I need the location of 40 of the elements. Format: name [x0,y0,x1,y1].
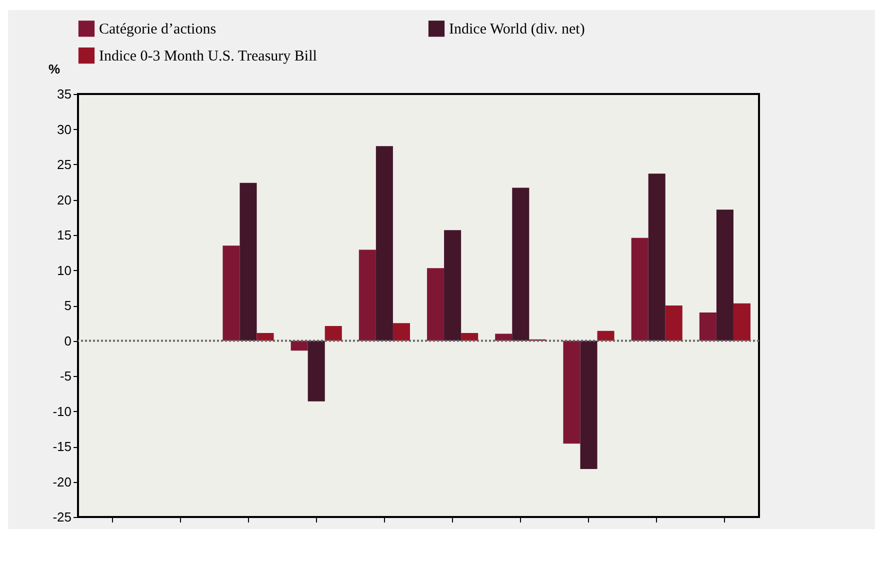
y-tick-label: 15 [57,228,72,242]
y-tick-label: -10 [52,404,72,419]
bar [392,323,410,341]
y-tick-label: 0 [64,333,72,348]
bar [222,246,240,341]
legend-label: Indice World (div. net) [449,22,585,38]
bar [290,340,308,351]
bar [631,238,648,341]
bar [512,188,530,341]
y-tick-label: 20 [57,192,72,208]
bar [648,174,666,341]
bar [580,340,598,470]
legend-label: Indice 0-3 Month U.S. Treasury Bill [99,48,317,64]
bar [308,340,325,402]
y-axis-title: % [48,62,60,76]
bar [444,230,462,341]
legend-label: Catégorie d’actions [99,22,216,38]
bar [733,303,750,341]
bar [699,312,716,341]
bar [324,326,342,341]
y-tick-label: 25 [57,157,72,172]
bar [358,250,376,341]
bar [495,334,512,341]
bar [427,268,444,341]
y-tick-label: 30 [57,122,72,137]
y-tick-label: -15 [52,439,72,454]
y-tick-label: 10 [57,262,72,278]
bar [665,306,682,341]
y-tick-label: -25 [52,510,72,524]
bar [240,182,257,341]
y-tick-label: 5 [64,298,72,313]
bar [716,210,734,341]
bar [461,332,478,341]
bar [256,332,274,341]
bar [376,146,393,341]
y-tick-label: -5 [60,368,72,384]
bar [563,340,580,444]
y-tick-label: 35 [57,86,72,102]
bar [597,330,614,341]
y-tick-label: -20 [52,474,72,490]
